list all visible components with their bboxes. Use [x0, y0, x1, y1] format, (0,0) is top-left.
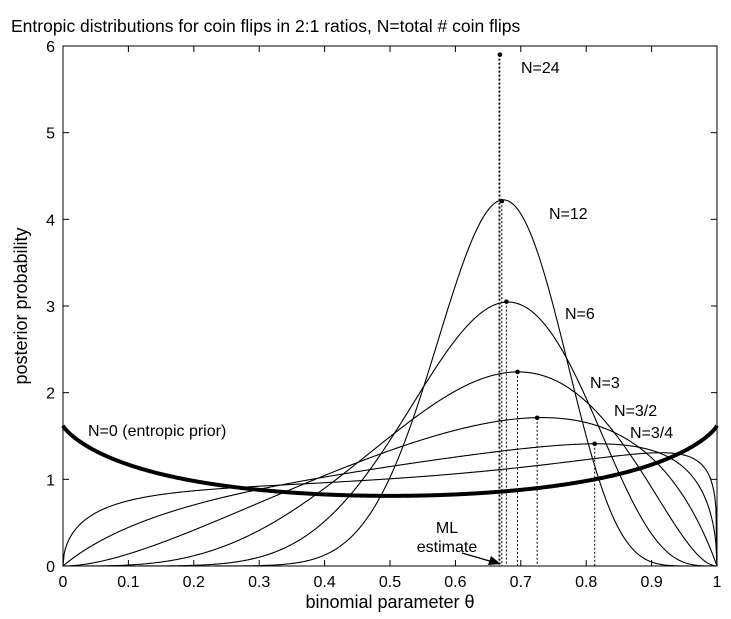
- ml-arrow-line: [461, 552, 494, 563]
- x-tick-label: 0.9: [640, 574, 662, 591]
- curve-label: N=24: [521, 60, 560, 77]
- x-tick-label: 0: [59, 574, 68, 591]
- y-tick-label: 0: [46, 559, 55, 576]
- curve-label: N=3/2: [614, 403, 657, 420]
- y-tick-label: 1: [46, 472, 55, 489]
- curve-label: N=0 (entropic prior): [88, 423, 226, 440]
- ml-label-line1: ML: [436, 520, 458, 537]
- curve-label: N=12: [549, 206, 588, 223]
- x-tick-label: 0.4: [313, 574, 335, 591]
- curve-labels: N=0 (entropic prior) N=3/4 N=3/2 N=3 N=6 N=12…: [88, 60, 673, 442]
- y-tick-label: 6: [46, 39, 55, 56]
- y-tick-label: 5: [46, 126, 55, 143]
- curve-label: N=6: [565, 306, 595, 323]
- mode-dot: [499, 198, 505, 204]
- curve-label: N=3: [590, 375, 620, 392]
- curve-N=3: [62, 417, 718, 567]
- y-axis-label: posterior probability: [11, 227, 31, 384]
- posterior-curves: [61, 199, 719, 567]
- y-tick-label: 4: [46, 212, 55, 229]
- curve-N=24: [63, 199, 717, 567]
- mode-markers: [497, 52, 598, 566]
- y-tick-label: 2: [46, 386, 55, 403]
- x-tick-label: 0.5: [379, 574, 401, 591]
- x-tick-label: 0.1: [117, 574, 139, 591]
- mode-dot: [592, 441, 598, 447]
- ml-estimate-annotation: ML estimate: [417, 520, 501, 565]
- axis-ticks: 0 0.1 0.2 0.3 0.4 0.5 0.6 0.7 0.8 0.9 1 0 1 2 3 4 5 6: [46, 39, 721, 591]
- chart-title: Entropic distributions for coin flips in…: [11, 16, 520, 36]
- x-tick-label: 1: [713, 574, 722, 591]
- mode-dot: [497, 52, 503, 57]
- x-tick-label: 0.8: [575, 574, 597, 591]
- mode-dot: [515, 369, 520, 375]
- curve-N=3/4: [62, 452, 718, 567]
- curve-N=6: [63, 371, 718, 567]
- y-tick-label: 3: [46, 299, 55, 316]
- curve-label: N=3/4: [630, 425, 673, 442]
- curve-N=0 (entropic prior): [61, 424, 719, 498]
- x-tick-label: 0.2: [183, 574, 205, 591]
- ml-label-line2: estimate: [417, 539, 478, 556]
- x-tick-label: 0.6: [444, 574, 466, 591]
- plot-frame: [62, 45, 718, 567]
- ml-arrow-head: [488, 556, 501, 565]
- curve-N=3/2: [62, 443, 718, 567]
- x-tick-label: 0.3: [248, 574, 270, 591]
- x-tick-label: 0.7: [510, 574, 532, 591]
- x-axis-label: binomial parameter θ: [305, 592, 474, 612]
- mode-dot: [504, 299, 509, 304]
- mode-dot: [534, 415, 540, 421]
